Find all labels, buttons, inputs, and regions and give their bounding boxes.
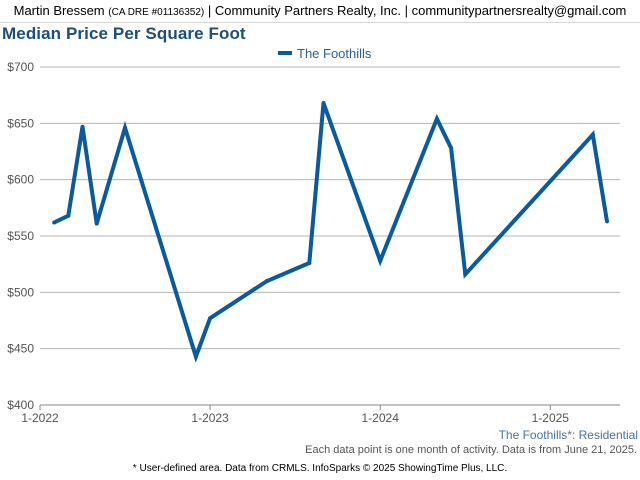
series-line	[53, 102, 609, 363]
data-point	[434, 116, 439, 121]
data-point	[449, 146, 454, 151]
data-point	[590, 132, 595, 137]
y-tick-label: $650	[7, 116, 34, 130]
data-point	[52, 220, 57, 225]
data-point	[307, 261, 312, 266]
header-bar: Martin Bressem (CA DRE #01136352) | Comm…	[0, 0, 640, 23]
y-tick-label: $550	[7, 229, 34, 243]
legend-label: The Foothills	[297, 46, 372, 61]
data-point	[605, 219, 609, 224]
data-point	[193, 354, 198, 359]
agent-name: Martin Bressem	[13, 3, 105, 18]
x-tick-label: 1-2024	[362, 411, 400, 425]
series-layer	[52, 101, 609, 363]
y-tick-label: $450	[7, 342, 34, 356]
data-point	[94, 221, 99, 226]
data-point	[208, 316, 213, 321]
data-point	[463, 272, 468, 277]
data-point	[66, 213, 71, 218]
activity-note: Each data point is one month of activity…	[305, 444, 637, 456]
agent-dre-number: (CA DRE #01136352)	[108, 7, 205, 18]
y-tick-label: $500	[7, 285, 34, 299]
legend: The Foothills	[278, 46, 372, 61]
data-point	[123, 125, 128, 130]
y-tick-label: $400	[7, 398, 34, 412]
x-tick-label: 1-2025	[532, 411, 570, 425]
data-point	[378, 258, 383, 263]
chart-title: Median Price Per Square Foot	[2, 24, 246, 43]
company-and-email: | Community Partners Realty, Inc. | comm…	[207, 3, 627, 18]
data-point	[264, 279, 269, 284]
data-point	[80, 124, 85, 129]
x-tick-label: 1-2023	[191, 411, 229, 425]
data-point	[321, 101, 326, 106]
x-tick-label: 1-2022	[21, 411, 59, 425]
y-tick-label: $700	[7, 60, 34, 74]
chart-subtitle: The Foothills*: Residential	[499, 428, 638, 442]
y-tick-label: $600	[7, 173, 34, 187]
axes: $400 $450 $500 $550 $600 $650 $700 1-2022 1-2023…	[7, 60, 620, 425]
source-note: * User-defined area. Data from CRMLS. In…	[132, 463, 508, 474]
